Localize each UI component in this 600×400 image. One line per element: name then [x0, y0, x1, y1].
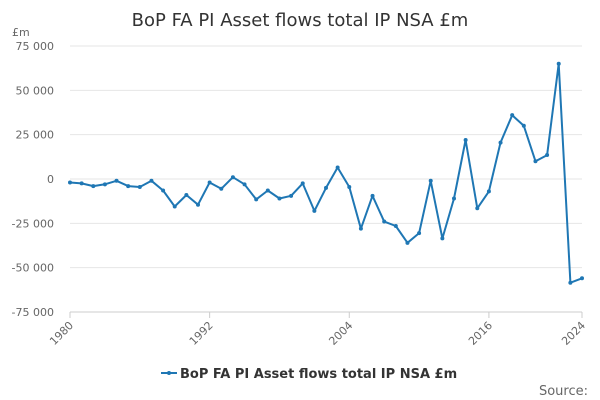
y-tick-label: -75 000	[12, 306, 54, 319]
data-point[interactable]	[370, 193, 375, 198]
data-point[interactable]	[335, 165, 340, 170]
data-point[interactable]	[114, 178, 119, 183]
data-point[interactable]	[137, 184, 142, 189]
data-point[interactable]	[486, 189, 491, 194]
data-point[interactable]	[324, 185, 328, 190]
data-point[interactable]	[382, 219, 387, 224]
data-point[interactable]	[196, 202, 200, 207]
data-point[interactable]	[265, 188, 270, 193]
data-point[interactable]	[452, 196, 456, 201]
x-tick-label: 2024	[559, 319, 588, 348]
data-point[interactable]	[312, 208, 317, 213]
data-point[interactable]	[545, 153, 550, 158]
chart-title: BoP FA PI Asset flows total IP NSA £m	[132, 10, 469, 31]
x-axis-ticks: 1980 1992 2004 2016 2024	[47, 311, 588, 348]
data-point[interactable]	[219, 186, 224, 191]
legend-label: BoP FA PI Asset flows total IP NSA £m	[180, 367, 457, 382]
data-point[interactable]	[126, 184, 131, 189]
data-point[interactable]	[358, 226, 363, 231]
data-point[interactable]	[149, 178, 154, 183]
legend[interactable]: BoP FA PI Asset flows total IP NSA £m	[161, 367, 457, 382]
data-point[interactable]	[102, 182, 107, 187]
data-point[interactable]	[556, 61, 561, 66]
y-tick-label: -50 000	[12, 262, 54, 275]
gridlines	[70, 45, 582, 313]
data-point[interactable]	[184, 192, 189, 197]
data-point[interactable]	[172, 204, 177, 209]
data-point[interactable]	[68, 180, 72, 185]
x-tick-label: 1992	[187, 319, 216, 348]
source-label: Source:	[539, 384, 588, 399]
data-point[interactable]	[463, 137, 468, 142]
data-point[interactable]	[79, 181, 84, 186]
data-point[interactable]	[230, 175, 235, 180]
data-point[interactable]	[91, 184, 96, 189]
data-point[interactable]	[580, 276, 584, 281]
data-point[interactable]	[254, 197, 259, 202]
y-tick-label: 50 000	[16, 84, 55, 97]
data-point[interactable]	[347, 184, 352, 189]
data-point[interactable]	[417, 231, 422, 236]
data-point[interactable]	[207, 180, 212, 185]
data-point[interactable]	[510, 113, 515, 118]
data-point[interactable]	[568, 280, 573, 285]
data-point[interactable]	[405, 240, 410, 245]
data-point[interactable]	[393, 223, 398, 228]
data-point[interactable]	[428, 178, 433, 183]
data-point[interactable]	[242, 182, 247, 187]
series-layer	[68, 61, 584, 285]
x-tick-label: 2016	[466, 319, 495, 348]
data-point[interactable]	[475, 206, 480, 211]
data-point[interactable]	[161, 188, 166, 193]
y-unit-label: £m	[12, 26, 30, 39]
data-point[interactable]	[300, 181, 305, 186]
y-tick-label: -25 000	[12, 217, 54, 230]
x-tick-label: 2004	[326, 319, 355, 348]
data-point[interactable]	[498, 140, 503, 145]
y-tick-label: 75 000	[16, 40, 55, 53]
x-tick-label: 1980	[47, 319, 76, 348]
y-tick-label: 0	[47, 173, 54, 186]
data-point[interactable]	[440, 236, 445, 241]
data-point[interactable]	[277, 196, 282, 201]
series-line	[69, 62, 583, 284]
legend-marker	[167, 371, 171, 375]
data-point[interactable]	[521, 123, 526, 128]
data-point[interactable]	[533, 159, 538, 164]
y-axis-ticks: 75 000 50 000 25 000 0 -25 000 -50 000 -75 000	[12, 40, 54, 319]
y-tick-label: 25 000	[16, 129, 55, 142]
data-point[interactable]	[289, 193, 294, 198]
